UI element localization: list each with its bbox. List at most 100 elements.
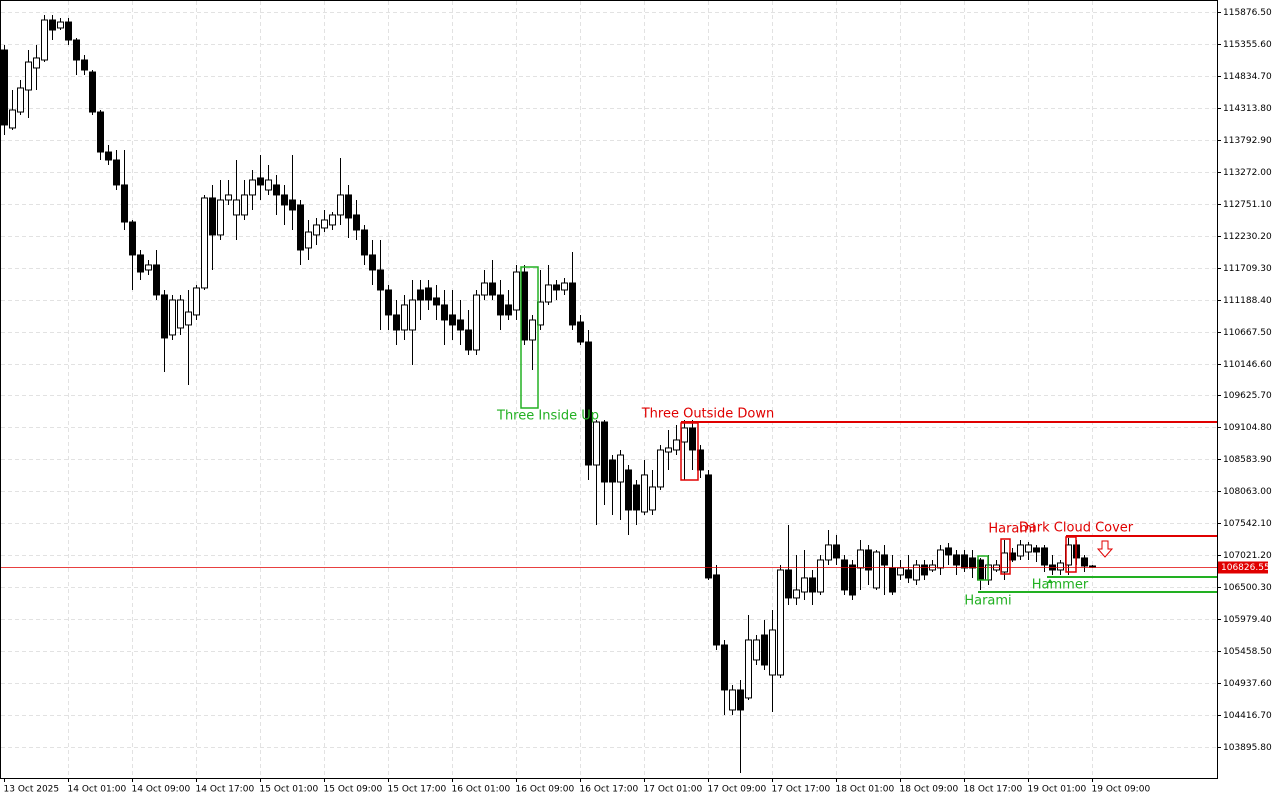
candle-body: [825, 544, 832, 561]
candle-body: [353, 214, 360, 231]
candle-body: [321, 219, 328, 229]
candle-body: [297, 204, 304, 251]
y-tick-label: 105979.40: [1223, 615, 1272, 625]
candle-body: [945, 547, 952, 556]
candle-body: [585, 341, 592, 466]
candle-body: [257, 177, 264, 186]
candle-body: [1, 49, 8, 126]
y-tick-label: 111188.40: [1223, 296, 1272, 306]
candle-body: [761, 634, 768, 666]
x-tick-label: 16 Oct 09:00: [516, 785, 575, 795]
candle-body: [849, 564, 856, 596]
x-tick-label: 17 Oct 17:00: [772, 785, 831, 795]
x-tick-label: 18 Oct 17:00: [964, 785, 1023, 795]
candle-body: [657, 449, 664, 488]
candle-body: [289, 199, 296, 211]
pattern-box: [520, 266, 539, 409]
candle-body: [233, 199, 240, 216]
candle-body: [177, 299, 184, 329]
x-tick-label: 17 Oct 01:00: [644, 785, 703, 795]
candle-body: [153, 264, 160, 296]
candle-body: [593, 421, 600, 466]
pattern-label: Three Inside Up: [496, 409, 599, 424]
candle-body: [713, 574, 720, 646]
current-price-label: 106826.55: [1221, 563, 1270, 573]
candle-body: [1081, 557, 1088, 567]
y-tick-label: 108583.90: [1223, 455, 1272, 465]
candle-body: [521, 271, 528, 341]
x-tick-label: 13 Oct 2025: [4, 785, 60, 795]
candle-body: [385, 289, 392, 316]
y-tick-label: 112230.20: [1223, 232, 1272, 242]
candle-body: [513, 271, 520, 311]
candle-body: [417, 289, 424, 301]
candle-body: [1033, 547, 1040, 553]
x-tick-label: 18 Oct 09:00: [900, 785, 959, 795]
candle-body: [561, 282, 568, 291]
candle-body: [1001, 552, 1008, 573]
candle-body: [681, 427, 688, 443]
candle-body: [729, 689, 736, 711]
candle-body: [449, 314, 456, 326]
candle-body: [793, 589, 800, 599]
candle-body: [473, 294, 480, 351]
y-tick-label: 115876.50: [1223, 8, 1272, 18]
candle-body: [201, 197, 208, 289]
y-tick-label: 103895.80: [1223, 743, 1272, 753]
x-tick-label: 19 Oct 01:00: [1028, 785, 1087, 795]
candle-body: [345, 194, 352, 219]
x-tick-label: 19 Oct 09:00: [1092, 785, 1151, 795]
candle-body: [625, 469, 632, 511]
candle-body: [369, 254, 376, 271]
y-tick-label: 113272.00: [1223, 168, 1272, 178]
x-tick-label: 16 Oct 01:00: [452, 785, 511, 795]
candle-body: [145, 264, 152, 271]
candle-body: [569, 282, 576, 326]
x-tick-label: 14 Oct 09:00: [132, 785, 191, 795]
candle-body: [217, 199, 224, 236]
y-tick-label: 106500.30: [1223, 583, 1272, 593]
candle-body: [601, 421, 608, 483]
candle-body: [489, 282, 496, 296]
x-tick-label: 17 Oct 09:00: [708, 785, 767, 795]
candle-body: [745, 639, 752, 699]
candle-body: [737, 689, 744, 711]
candle-body: [753, 639, 760, 661]
y-tick-label: 109104.80: [1223, 423, 1272, 433]
candle-body: [785, 569, 792, 599]
candle-body: [857, 549, 864, 569]
candle-body: [721, 644, 728, 691]
candle-body: [33, 57, 40, 69]
x-tick-label: 14 Oct 01:00: [68, 785, 127, 795]
candle-body: [1017, 544, 1024, 557]
candle-body: [809, 577, 816, 593]
candle-body: [1089, 565, 1096, 568]
candle-body: [425, 287, 432, 301]
candle-body: [377, 269, 384, 291]
candle-body: [841, 559, 848, 591]
candle-body: [649, 486, 656, 511]
y-tick-label: 105458.50: [1223, 647, 1272, 657]
y-tick-label: 110146.60: [1223, 360, 1272, 370]
candle-body: [137, 254, 144, 273]
x-tick-label: 15 Oct 01:00: [260, 785, 319, 795]
candle-body: [433, 297, 440, 306]
candle-body: [241, 194, 248, 216]
candle-body: [265, 179, 272, 191]
candle-body: [409, 299, 416, 331]
candle-body: [553, 284, 560, 291]
y-tick-label: 109625.70: [1223, 391, 1272, 401]
candle-body: [17, 87, 24, 113]
pattern-label: Harami: [988, 522, 1035, 537]
y-tick-label: 107021.20: [1223, 551, 1272, 561]
y-tick-label: 107542.10: [1223, 519, 1272, 529]
candle-body: [705, 474, 712, 579]
candle-body: [801, 577, 808, 593]
y-tick-label: 108063.00: [1223, 487, 1272, 497]
candle-body: [329, 214, 336, 226]
y-tick-label: 113792.90: [1223, 136, 1272, 146]
y-tick-label: 104416.70: [1223, 711, 1272, 721]
candle-body: [457, 319, 464, 331]
candle-body: [665, 447, 672, 453]
candle-body: [65, 21, 72, 41]
